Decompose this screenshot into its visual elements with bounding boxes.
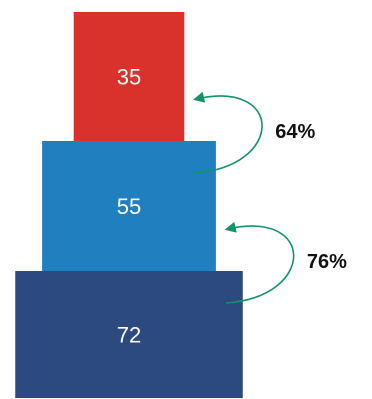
bar-value-label: 72 (117, 323, 141, 348)
conversion-arrow-icon (193, 91, 263, 174)
bar-2 (42, 141, 216, 271)
bars-layer (15, 12, 243, 398)
conversion-arrow-icon (224, 221, 295, 304)
bar-labels-layer: 35 55 72 (117, 65, 141, 348)
conversion-arrows-layer: 64% 76% (193, 91, 347, 304)
bar-value-label: 55 (117, 194, 141, 219)
bar-1 (73, 12, 185, 141)
bar-value-label: 35 (117, 65, 141, 90)
conversion-rate-label: 76% (307, 251, 347, 273)
bar-3 (15, 271, 243, 398)
conversion-rate-label: 64% (275, 121, 315, 143)
